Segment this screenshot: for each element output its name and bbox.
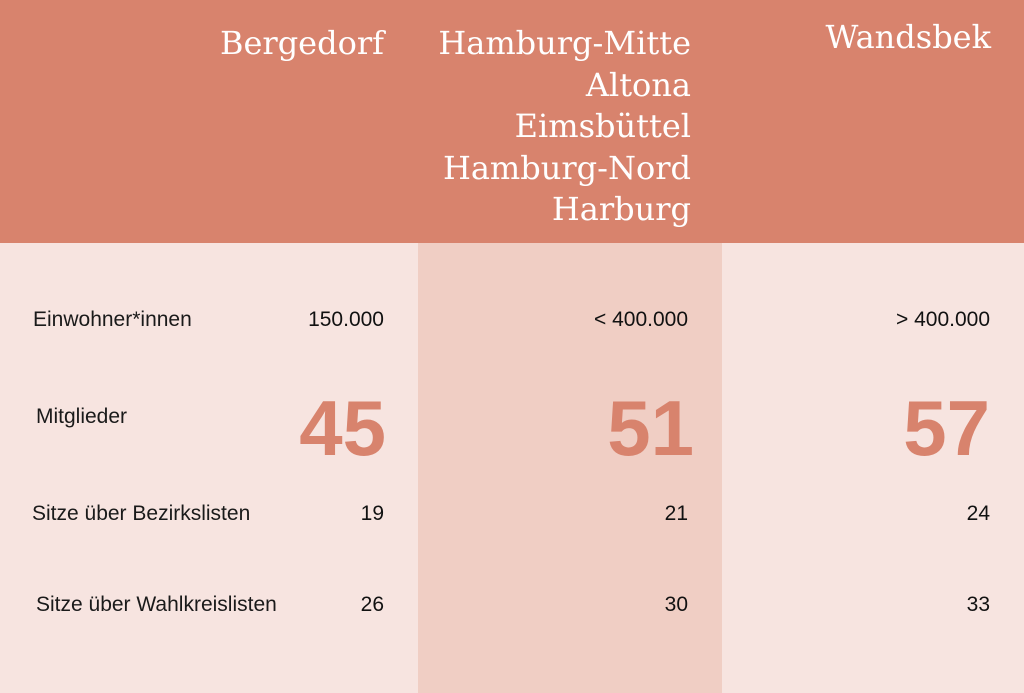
column-header-line: Wandsbek bbox=[825, 18, 991, 56]
middle-column-band bbox=[418, 243, 722, 693]
cell-wahlkreislisten-bergedorf: 26 bbox=[360, 593, 384, 616]
row-label-einwohner: Einwohner*innen bbox=[33, 308, 192, 331]
column-header-mitte-group: Hamburg-Mitte Altona Eimsbüttel Hamburg-… bbox=[438, 23, 691, 231]
cell-einwohner-bergedorf: 150.000 bbox=[308, 308, 384, 331]
cell-bezirkslisten-mitte: 21 bbox=[664, 502, 688, 525]
cell-wahlkreislisten-mitte: 30 bbox=[664, 593, 688, 616]
row-label-mitglieder: Mitglieder bbox=[36, 405, 128, 428]
column-header-line: Hamburg-Mitte bbox=[438, 24, 691, 62]
column-header-line: Harburg bbox=[551, 190, 691, 228]
cell-einwohner-wandsbek: > 400.000 bbox=[895, 308, 990, 331]
cell-bezirkslisten-bergedorf: 19 bbox=[360, 502, 384, 525]
column-header-line: Eimsbüttel bbox=[514, 107, 691, 145]
cell-mitglieder-bergedorf: 45 bbox=[299, 384, 386, 472]
row-label-bezirkslisten: Sitze über Bezirkslisten bbox=[32, 502, 251, 525]
column-header-bergedorf: Bergedorf bbox=[220, 23, 384, 65]
cell-bezirkslisten-wandsbek: 24 bbox=[966, 502, 990, 525]
column-header-wandsbek: Wandsbek bbox=[825, 17, 991, 59]
column-header-line: Altona bbox=[585, 65, 691, 104]
column-header-line: Bergedorf bbox=[219, 24, 384, 62]
cell-mitglieder-wandsbek: 57 bbox=[903, 384, 990, 472]
column-header-line: Hamburg-Nord bbox=[442, 148, 691, 187]
row-label-wahlkreislisten: Sitze über Wahlkreislisten bbox=[36, 593, 277, 616]
cell-einwohner-mitte: < 400.000 bbox=[593, 308, 688, 331]
cell-wahlkreislisten-wandsbek: 33 bbox=[966, 593, 990, 616]
table-header-band bbox=[0, 0, 1024, 243]
cell-mitglieder-mitte: 51 bbox=[607, 384, 694, 472]
